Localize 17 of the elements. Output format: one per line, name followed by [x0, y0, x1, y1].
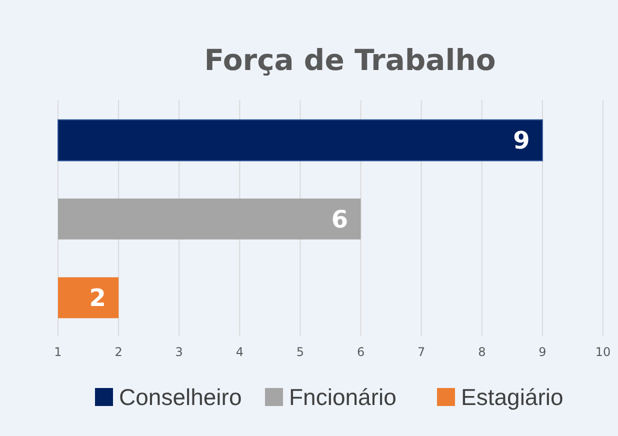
data-label: 9 [513, 126, 530, 155]
x-tick-label: 9 [538, 345, 546, 359]
x-tick-label: 2 [114, 345, 122, 359]
legend-label: Fncionário [289, 384, 396, 410]
x-tick-label: 8 [478, 345, 486, 359]
legend-label: Conselheiro [119, 384, 242, 410]
data-label: 2 [89, 284, 106, 312]
x-tick-label: 3 [175, 345, 183, 359]
x-tick-label: 1 [54, 345, 62, 359]
x-tick-label: 10 [595, 345, 611, 359]
x-tick-label: 5 [296, 345, 304, 359]
chart-title: Força de Trabalho [204, 43, 496, 77]
x-tick-label: 7 [418, 345, 426, 359]
x-tick-label: 6 [356, 345, 365, 359]
legend-label: Estagiário [461, 384, 564, 410]
data-label: 6 [331, 205, 348, 234]
x-tick-label: 4 [236, 345, 244, 359]
